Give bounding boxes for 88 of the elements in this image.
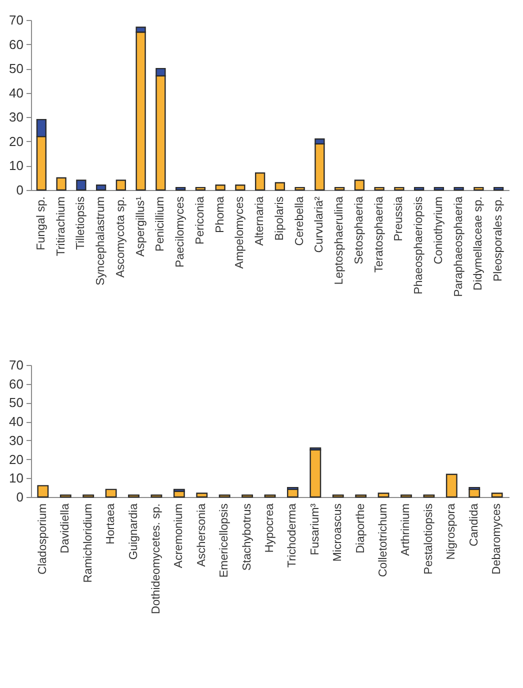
bar — [474, 186, 484, 191]
x-tick-label: Stachybotrus — [241, 503, 254, 571]
x-tick-label: Hypocrea — [264, 502, 276, 553]
x-tick-label: Tritirachium — [55, 196, 68, 256]
y-tick-label: 10 — [9, 158, 24, 174]
x-tick-label: Aspergillus¹ — [134, 196, 147, 257]
x-tick-label: Arthrinium — [400, 504, 412, 556]
y-tick-label: 10 — [9, 470, 24, 486]
x-tick-label: Dothideomycetes. sp. — [150, 504, 162, 614]
bar — [274, 182, 286, 191]
bar — [491, 492, 503, 498]
x-tick-label: Paraphaeosphaeria — [452, 196, 465, 297]
y-tick-label: 30 — [9, 110, 24, 125]
bar — [294, 186, 305, 191]
x-tick-label: Curvularia² — [314, 196, 326, 253]
bar — [195, 186, 206, 191]
x-tick-label: Syncephalastrum — [95, 196, 108, 286]
bar — [76, 180, 86, 191]
y-tick-label: 0 — [16, 182, 24, 198]
x-tick-label: Pestalotiopsis — [422, 503, 435, 574]
bar — [105, 488, 117, 498]
x-tick-label: Candida — [468, 502, 480, 546]
y-tick-label: 0 — [16, 490, 24, 504]
x-tick-label: Tilletiopsis — [75, 196, 88, 250]
x-tick-label: Aschersonia — [196, 502, 208, 567]
x-tick-label: Setosphaeria — [353, 196, 366, 264]
x-tick-label: Hortaea — [105, 502, 118, 544]
bar — [96, 184, 106, 191]
y-tick-label: 70 — [9, 12, 24, 28]
x-tick-label: Phoma — [214, 196, 226, 233]
bar — [235, 184, 246, 191]
y-tick-label: 60 — [9, 376, 24, 392]
x-tick-label: Acremonium — [173, 504, 186, 568]
x-tick-label: Diaporthe — [354, 504, 367, 554]
bar — [116, 180, 126, 191]
bar — [56, 177, 66, 191]
x-tick-label: Cladosporium — [36, 504, 49, 574]
bar — [175, 186, 186, 191]
y-tick-label: 50 — [9, 395, 24, 410]
x-tick-label: Cerebella — [294, 196, 306, 246]
x-tick-label: Periconia — [194, 196, 206, 244]
bar — [334, 186, 345, 191]
bar — [446, 474, 458, 498]
x-tick-label: Paecilomyces — [174, 196, 187, 268]
bar — [215, 184, 226, 191]
x-tick-label: Colletotrichum — [378, 504, 390, 577]
y-tick-label: 20 — [9, 134, 24, 149]
x-tick-label: Fusarium³ — [309, 503, 322, 556]
bar — [454, 186, 464, 191]
x-tick-label: Penicillium — [154, 196, 167, 252]
y-tick-label: 40 — [9, 414, 24, 430]
x-tick-label: Alternaria — [254, 196, 266, 246]
x-tick-label: Microascus — [332, 503, 344, 562]
bar — [254, 172, 266, 191]
x-tick-label: Ampelomyces — [234, 196, 246, 269]
x-tick-label: Guignardia — [128, 502, 140, 560]
y-tick-label: 20 — [9, 452, 24, 467]
y-tick-label: 50 — [9, 61, 24, 76]
y-tick-label: 40 — [9, 85, 24, 100]
bar — [434, 186, 444, 191]
x-tick-label: Nigrospora — [446, 502, 458, 560]
bar — [310, 449, 322, 498]
x-tick-label: Didymellaceae sp. — [472, 196, 485, 290]
bar — [37, 485, 49, 498]
x-tick-label: Emericellopsis — [218, 503, 231, 578]
x-tick-label: Ascomycota sp. — [114, 196, 127, 278]
bar — [354, 180, 365, 191]
x-tick-label: Leptosphaerulina — [334, 196, 346, 285]
x-tick-label: Bipolaris — [274, 196, 286, 241]
y-tick-label: 30 — [9, 432, 24, 448]
x-tick-label: Pleosporales sp. — [492, 196, 505, 282]
bar — [394, 186, 404, 191]
bar — [493, 186, 504, 191]
x-tick-label: Preussia — [393, 196, 406, 242]
bar — [378, 492, 390, 498]
bar — [196, 492, 208, 498]
x-tick-label: Trichoderma — [286, 502, 299, 568]
x-tick-label: Ramichloridium — [82, 504, 94, 583]
x-tick-label: Coniothyrium — [432, 196, 445, 264]
bar — [374, 186, 384, 191]
y-tick-label: 60 — [9, 36, 24, 52]
bar — [414, 186, 424, 191]
x-tick-label: Davidiella — [60, 502, 72, 554]
y-tick-label: 70 — [9, 358, 24, 372]
x-tick-label: Teratosphaeria — [373, 196, 386, 273]
x-tick-label: Phaeosphaeriopsis — [413, 196, 426, 294]
x-tick-label: Fungal sp. — [35, 196, 48, 250]
x-tick-label: Debaromyces — [491, 503, 504, 574]
